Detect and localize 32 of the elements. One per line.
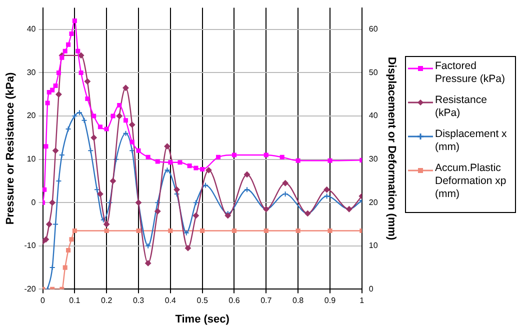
y2-tick-label: 60 [368, 24, 378, 34]
x-tick-label: 0.1 [69, 296, 81, 306]
legend-label: Resistance (kPa) [435, 94, 488, 120]
legend-label: Accum.Plastic Deformation xp (mm) [435, 162, 508, 201]
x-tick-label: 0.2 [101, 296, 113, 306]
y-tick-label: 0 [31, 198, 36, 207]
x-tick-label: 0.3 [132, 296, 145, 306]
y2-tick-label: 30 [368, 154, 378, 164]
x-axis-title: Time (sec) [175, 313, 230, 326]
x-tick-label: 0.8 [292, 296, 304, 306]
y-tick-label: -20 [24, 284, 36, 294]
y-tick-label: 30 [26, 68, 36, 77]
y-tick-label: 20 [26, 111, 36, 120]
legend-label: Factored Pressure (kPa) [435, 60, 506, 86]
y2-tick-label: 50 [368, 68, 378, 77]
y2-tick-label: 10 [368, 241, 378, 250]
x-tick-label: 0.4 [164, 296, 177, 306]
y-tick-label: -10 [24, 241, 36, 250]
y2-axis-title: Displacement or Deformation (mm) [385, 56, 398, 241]
x-tick-label: 1 [360, 296, 365, 306]
y-axis-title: Pressure or Resistance (kPa) [4, 72, 17, 225]
y-tick-label: 40 [26, 24, 36, 34]
x-tick-label: 0.5 [196, 296, 208, 306]
x-tick-label: 0.6 [228, 296, 240, 306]
x-tick-label: 0 [40, 296, 46, 306]
y2-tick-label: 0 [368, 284, 374, 294]
y2-tick-label: 40 [368, 111, 378, 120]
y2-tick-label: 20 [368, 198, 378, 207]
y-tick-label: 10 [26, 154, 36, 164]
legend-label: Displacement x (mm) [435, 128, 508, 154]
x-tick-label: 0.7 [260, 296, 272, 306]
x-tick-label: 0.9 [324, 296, 336, 306]
